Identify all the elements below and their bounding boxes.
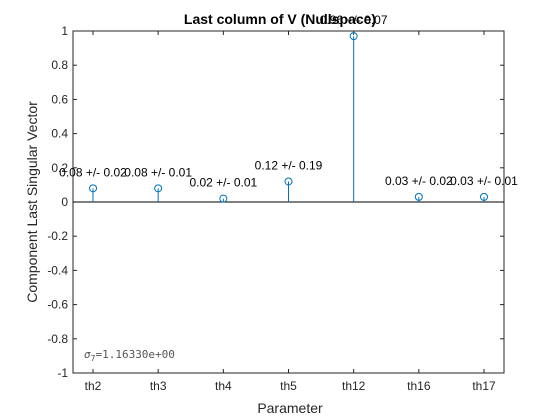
y-tick-label: 0.2	[51, 161, 68, 175]
y-tick-label: 0	[61, 195, 68, 209]
x-axis-title: Parameter	[257, 400, 323, 416]
y-tick-label: -0.2	[47, 229, 68, 243]
chart-title: Last column of V (Nullspace)	[184, 11, 376, 27]
y-tick-label: -0.8	[47, 332, 68, 346]
stem-marker	[154, 184, 163, 193]
sigma-symbol: σ	[84, 348, 91, 361]
x-tick-label: th5	[280, 379, 297, 393]
x-tick-label: th2	[85, 379, 102, 393]
y-tick-label: -0.6	[47, 298, 68, 312]
data-label: 0.08 +/- 0.02	[59, 165, 127, 179]
data-label: 0.08 +/- 0.01	[124, 165, 192, 179]
sigma-subscript: 7	[91, 354, 96, 363]
y-axis-ticks: -1 -0.8 -0.6 -0.4 -0.2 0 0.2 0.4 0.6 0.8 1	[47, 24, 504, 380]
data-label: 0.02 +/- 0.01	[189, 176, 257, 190]
stem-marker	[284, 177, 293, 186]
stem-marker	[219, 194, 228, 203]
y-tick-label: -1	[57, 366, 68, 380]
y-tick-label: 0.8	[51, 58, 68, 72]
stem-series	[89, 32, 488, 203]
data-label: 0.03 +/- 0.02	[385, 174, 453, 188]
x-tick-label: th16	[407, 379, 431, 393]
data-label: 0.12 +/- 0.19	[255, 158, 323, 172]
data-labels: 0.08 +/- 0.020.08 +/- 0.010.02 +/- 0.01 0…	[59, 13, 518, 189]
y-tick-label: -0.4	[47, 263, 68, 277]
sigma-annotation: σ7=1.16330e+00	[84, 348, 175, 363]
x-tick-label: th17	[472, 379, 496, 393]
x-tick-label: th3	[150, 379, 167, 393]
y-axis-title: Component Last Singular Vector	[24, 101, 40, 303]
stem-marker	[480, 192, 488, 201]
y-tick-label: 1	[61, 24, 68, 38]
stem-marker	[89, 184, 97, 193]
sigma-value: =1.16330e+00	[95, 348, 174, 361]
stem-marker	[349, 32, 358, 41]
x-tick-label: th12	[342, 379, 366, 393]
y-tick-label: 0.6	[51, 92, 68, 106]
x-tick-label: th4	[215, 379, 232, 393]
x-axis-ticks: th2 th3 th4 th5 th12 th16 th17	[85, 31, 496, 393]
data-label: 0.96 +/- 0.07	[320, 13, 388, 27]
y-tick-label: 0.4	[51, 127, 68, 141]
stem-marker	[414, 192, 423, 201]
data-label: 0.03 +/- 0.01	[450, 174, 518, 188]
